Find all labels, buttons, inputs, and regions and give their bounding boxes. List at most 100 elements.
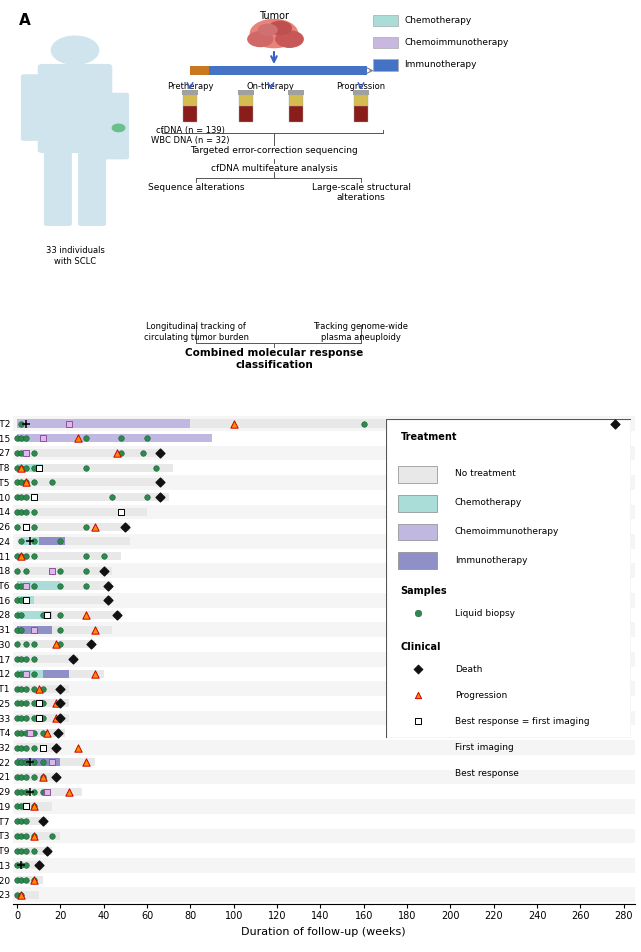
- Text: 33 individuals
with SCLC: 33 individuals with SCLC: [46, 247, 104, 266]
- Circle shape: [269, 21, 292, 34]
- Point: [99, 564, 109, 579]
- Text: Targeted error-correction sequencing: Targeted error-correction sequencing: [190, 147, 358, 155]
- Point: [29, 828, 40, 843]
- Text: Progression: Progression: [337, 82, 386, 90]
- Point: [55, 534, 65, 549]
- Bar: [17, 449, 165, 457]
- Point: [116, 446, 126, 461]
- Point: [21, 872, 31, 887]
- Point: [17, 696, 27, 711]
- Bar: [13, 461, 641, 475]
- Point: [17, 858, 27, 873]
- Point: [38, 710, 48, 725]
- Point: [17, 416, 27, 431]
- Point: [38, 755, 48, 770]
- Point: [17, 725, 27, 741]
- Point: [12, 814, 22, 829]
- Bar: [13, 784, 641, 799]
- Point: [81, 564, 92, 579]
- Bar: [17, 670, 43, 678]
- Point: [17, 828, 27, 843]
- Bar: [306, 700, 315, 715]
- Bar: [13, 519, 641, 534]
- Bar: [17, 611, 52, 619]
- Bar: [13, 873, 641, 887]
- Point: [12, 607, 22, 623]
- Bar: [17, 758, 60, 766]
- Bar: [13, 578, 641, 593]
- Point: [21, 681, 31, 696]
- Circle shape: [51, 36, 99, 65]
- Bar: [183, 94, 197, 107]
- Point: [51, 740, 62, 755]
- Text: cfDNA multifeature analysis: cfDNA multifeature analysis: [211, 164, 337, 173]
- Point: [55, 607, 65, 623]
- Point: [21, 740, 31, 755]
- Point: [17, 740, 27, 755]
- Point: [610, 416, 620, 431]
- Bar: [13, 505, 641, 519]
- Point: [12, 872, 22, 887]
- Point: [21, 475, 31, 490]
- Point: [17, 769, 27, 784]
- Point: [99, 548, 109, 564]
- Point: [55, 578, 65, 593]
- Point: [155, 489, 165, 505]
- Point: [21, 593, 31, 608]
- Point: [29, 725, 40, 741]
- Bar: [13, 446, 641, 461]
- Bar: [334, 746, 344, 762]
- Text: Chemoimmunotherapy: Chemoimmunotherapy: [404, 38, 509, 47]
- Point: [90, 622, 100, 637]
- Bar: [288, 715, 297, 731]
- Bar: [279, 715, 288, 731]
- Text: Tracking genome-wide
plasma aneuploidy: Tracking genome-wide plasma aneuploidy: [313, 322, 408, 342]
- Circle shape: [248, 31, 272, 47]
- Point: [21, 519, 31, 534]
- Point: [42, 725, 53, 741]
- Bar: [17, 846, 52, 855]
- Point: [29, 799, 40, 814]
- Bar: [17, 611, 121, 619]
- Point: [12, 578, 22, 593]
- Circle shape: [258, 25, 277, 35]
- Bar: [13, 682, 641, 696]
- Point: [34, 696, 44, 711]
- Point: [155, 489, 165, 505]
- FancyBboxPatch shape: [374, 37, 398, 49]
- FancyBboxPatch shape: [21, 74, 46, 141]
- Bar: [297, 746, 306, 762]
- Point: [38, 696, 48, 711]
- Point: [42, 607, 53, 623]
- Bar: [13, 696, 641, 711]
- Point: [445, 416, 456, 431]
- Point: [21, 828, 31, 843]
- Point: [34, 681, 44, 696]
- Point: [81, 607, 92, 623]
- Bar: [279, 731, 288, 746]
- Point: [29, 828, 40, 843]
- Point: [17, 548, 27, 564]
- FancyBboxPatch shape: [44, 147, 72, 226]
- Point: [21, 784, 31, 800]
- Point: [142, 430, 153, 446]
- Point: [138, 446, 148, 461]
- Bar: [17, 582, 112, 589]
- Point: [42, 843, 53, 859]
- Point: [29, 460, 40, 475]
- Bar: [13, 858, 641, 873]
- Point: [29, 843, 40, 859]
- Point: [47, 475, 57, 490]
- Point: [38, 430, 48, 446]
- Point: [17, 784, 27, 800]
- Bar: [297, 731, 306, 746]
- Point: [21, 696, 31, 711]
- Point: [116, 430, 126, 446]
- Circle shape: [251, 19, 297, 48]
- Point: [21, 489, 31, 505]
- Point: [51, 710, 62, 725]
- Point: [90, 666, 100, 682]
- Point: [29, 519, 40, 534]
- Bar: [13, 755, 641, 769]
- Point: [55, 564, 65, 579]
